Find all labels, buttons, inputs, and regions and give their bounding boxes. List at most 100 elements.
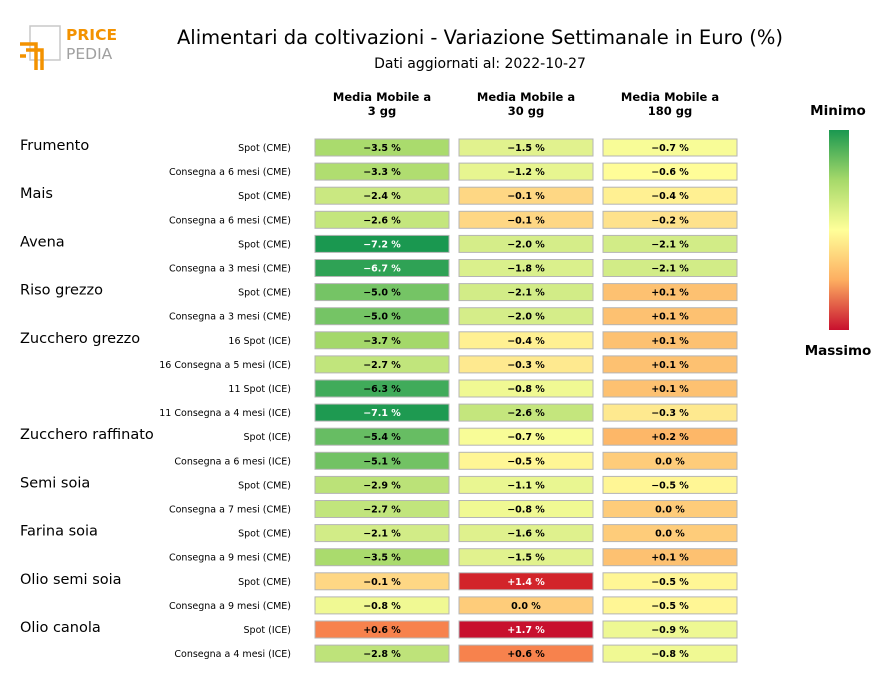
group-label: Olio semi soia [20, 572, 122, 588]
cell-value-label: +0.6 % [507, 649, 545, 660]
heatmap-cell [458, 234, 594, 253]
group-label: Semi soia [20, 475, 90, 491]
heatmap-cell [458, 548, 594, 567]
cell-value-label: +0.2 % [651, 432, 689, 443]
heatmap-cell [314, 644, 450, 663]
row-label: Consegna a 6 mesi (CME) [169, 215, 291, 226]
cell-value-label: −1.5 % [507, 143, 545, 154]
heatmap-cell [458, 379, 594, 398]
heatmap-cell [314, 307, 450, 326]
row-label: Spot (CME) [238, 191, 291, 202]
heatmap-cell [314, 524, 450, 543]
cell-value-label: −1.5 % [507, 553, 545, 564]
heatmap-cell [602, 162, 738, 181]
heatmap-cell [602, 379, 738, 398]
cell-value-label: −2.4 % [363, 191, 401, 202]
cell-value-label: −3.7 % [363, 336, 401, 347]
row-label: Spot (CME) [238, 288, 291, 299]
cell-value-label: −2.1 % [507, 288, 545, 299]
logo-word-pedia: PEDIA [66, 45, 113, 63]
cell-value-label: −0.4 % [507, 336, 545, 347]
heatmap-cell [314, 379, 450, 398]
cell-value-label: +0.1 % [651, 360, 689, 371]
group-label: Farina soia [20, 524, 98, 540]
cell-value-label: −3.5 % [363, 143, 401, 154]
cell-value-label: −0.6 % [651, 167, 689, 178]
cell-value-label: −3.5 % [363, 553, 401, 564]
heatmap-cell [458, 403, 594, 422]
cell-value-label: 0.0 % [655, 529, 685, 540]
heatmap-cell [458, 596, 594, 615]
cell-value-label: −2.0 % [507, 312, 545, 323]
heatmap-cell [458, 355, 594, 374]
cell-value-label: −2.0 % [507, 239, 545, 250]
cell-value-label: −5.0 % [363, 312, 401, 323]
heatmap-cell [314, 572, 450, 591]
cell-value-label: −7.2 % [363, 239, 401, 250]
row-label: Spot (ICE) [244, 432, 291, 443]
heatmap-cell [458, 451, 594, 470]
cell-value-label: −0.8 % [363, 601, 401, 612]
row-label: Consegna a 7 mesi (CME) [169, 505, 291, 516]
heatmap-cell [602, 644, 738, 663]
cell-value-label: +1.7 % [507, 625, 545, 636]
group-label: Mais [20, 186, 53, 202]
cell-value-label: −2.9 % [363, 480, 401, 491]
cell-value-label: −0.2 % [651, 215, 689, 226]
heatmap-cell [602, 186, 738, 205]
heatmap-cell [602, 307, 738, 326]
heatmap-cell [314, 403, 450, 422]
cell-value-label: −3.3 % [363, 167, 401, 178]
cell-value-label: −0.7 % [507, 432, 545, 443]
row-label: Consegna a 9 mesi (CME) [169, 601, 291, 612]
cell-value-label: −6.3 % [363, 384, 401, 395]
row-label: Consegna a 6 mesi (CME) [169, 167, 291, 178]
cell-value-label: +0.1 % [651, 288, 689, 299]
cell-value-label: −0.1 % [507, 215, 545, 226]
heatmap-cell [602, 500, 738, 518]
cell-value-label: −2.8 % [363, 649, 401, 660]
heatmap-cell [314, 186, 450, 205]
row-label: Consegna a 3 mesi (CME) [169, 312, 291, 323]
heatmap-cell [314, 210, 450, 229]
cell-value-label: −0.3 % [651, 408, 689, 419]
heatmap-cell [314, 138, 450, 157]
cell-value-label: −5.0 % [363, 288, 401, 299]
heatmap-cell [458, 572, 594, 591]
cell-value-label: 0.0 % [511, 601, 541, 612]
heatmap-cell [314, 451, 450, 470]
cell-value-label: −1.1 % [507, 480, 545, 491]
heatmap-cell [458, 162, 594, 181]
cell-value-label: −0.8 % [507, 384, 545, 395]
legend-min-label: Minimo [810, 103, 866, 119]
cell-value-label: −0.3 % [507, 360, 545, 371]
cell-value-label: +1.4 % [507, 577, 545, 588]
column-header: Media Mobile a 180 gg [621, 90, 719, 118]
logo-word-price: PRICE [66, 26, 117, 44]
heatmap-cell [458, 186, 594, 205]
cell-value-label: −1.6 % [507, 529, 545, 540]
heatmap-cell [602, 331, 738, 350]
group-label: Riso grezzo [20, 283, 103, 299]
chart-subtitle: Dati aggiornati al: 2022-10-27 [374, 56, 586, 72]
group-label: Olio canola [20, 620, 101, 636]
heatmap-cell [458, 427, 594, 446]
heatmap-cell [314, 234, 450, 253]
cell-value-label: −5.4 % [363, 432, 401, 443]
heatmap-cell [602, 596, 738, 615]
cell-value-label: −2.1 % [651, 264, 689, 275]
cell-value-label: −2.7 % [363, 360, 401, 371]
cell-value-label: +0.1 % [651, 384, 689, 395]
heatmap-cell [458, 259, 594, 277]
cell-value-label: 0.0 % [655, 505, 685, 516]
row-label: Spot (CME) [238, 577, 291, 588]
heatmap-cell [458, 475, 594, 494]
heatmap-cell [314, 427, 450, 446]
column-header: Media Mobile a 30 gg [477, 90, 575, 118]
heatmap-cell [314, 331, 450, 350]
cell-value-label: −0.9 % [651, 625, 689, 636]
heatmap-cell [602, 548, 738, 567]
heatmap-cell [458, 524, 594, 543]
pricepedia-logo: PRICE PEDIA [20, 25, 117, 70]
